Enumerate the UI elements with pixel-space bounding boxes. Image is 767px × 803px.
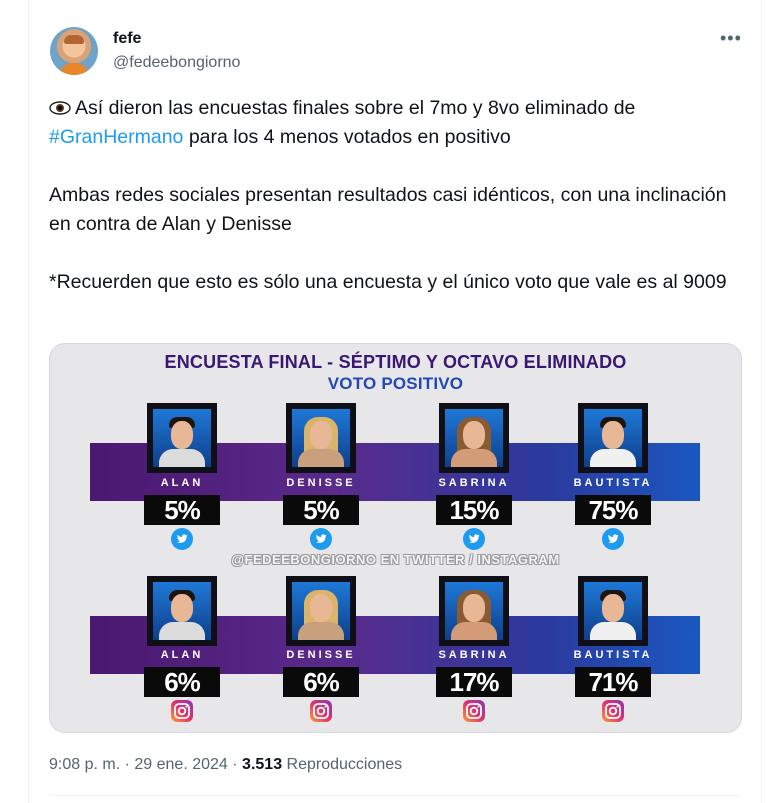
- frame-border-right: [761, 0, 762, 803]
- instagram-icon: [171, 700, 193, 722]
- vote-percentage: 6%: [144, 667, 220, 697]
- tweet-para1-suffix: para los 4 menos votados en positivo: [188, 126, 511, 148]
- divider: [49, 795, 739, 796]
- image-title: ENCUESTA FINAL - SÉPTIMO Y OCTAVO ELIMIN…: [164, 352, 627, 372]
- twitter-icon: [602, 528, 624, 550]
- vote-percentage: 6%: [283, 667, 359, 697]
- vote-percentage: 15%: [436, 495, 512, 525]
- tweet-para1-prefix: Así dieron las encuestas finales sobre e…: [75, 97, 636, 119]
- tweet-media-image[interactable]: ENCUESTA FINAL - SÉPTIMO Y OCTAVO ELIMIN…: [49, 343, 742, 733]
- author-handle[interactable]: @fedeebongiorno: [113, 54, 241, 71]
- contestant-photo-sabrina: [439, 403, 509, 473]
- tweet-paragraph-3: *Recuerden que esto es sólo una encuesta…: [49, 271, 727, 293]
- contestant-photo-bautista: [578, 403, 648, 473]
- contestant-photo-bautista: [578, 576, 648, 646]
- vote-percentage: 5%: [283, 495, 359, 525]
- vote-percentage: 71%: [575, 667, 651, 697]
- contestant-photo-denisse: [286, 576, 356, 646]
- twitter-icon: [171, 528, 193, 550]
- contestant-name: DENISSE: [286, 649, 356, 661]
- views-label: Reproducciones: [286, 756, 403, 773]
- frame-border-left: [28, 0, 29, 803]
- tweet-paragraph-2: Ambas redes sociales presentan resultado…: [49, 184, 727, 235]
- twitter-icon: [310, 528, 332, 550]
- separator-dot: ·: [124, 756, 130, 773]
- instagram-icon: [463, 700, 485, 722]
- more-horizontal-icon[interactable]: •••: [720, 28, 742, 48]
- vote-percentage: 75%: [575, 495, 651, 525]
- avatar-shirt: [60, 63, 88, 75]
- contestant-name: BAUTISTA: [573, 477, 653, 489]
- contestant-name: DENISSE: [286, 477, 356, 489]
- twitter-icon: [463, 528, 485, 550]
- contestant-name: ALAN: [160, 477, 204, 489]
- separator-dot: ·: [232, 756, 238, 773]
- contestant-photo-alan: [147, 403, 217, 473]
- tweet-paragraph-1: Así dieron las encuestas finales sobre e…: [49, 94, 739, 152]
- eye-icon: [49, 101, 71, 115]
- contestant-name: SABRINA: [438, 477, 510, 489]
- hashtag-link[interactable]: #GranHermano: [49, 126, 184, 148]
- instagram-icon: [602, 700, 624, 722]
- image-subtitle: VOTO POSITIVO: [327, 374, 464, 393]
- tweet-date[interactable]: 29 ene. 2024: [134, 756, 228, 773]
- author-name[interactable]: fefe: [113, 30, 142, 47]
- contestant-name: ALAN: [160, 649, 204, 661]
- tweet-text: Así dieron las encuestas finales sobre e…: [49, 94, 739, 297]
- vote-percentage: 17%: [436, 667, 512, 697]
- contestant-name: SABRINA: [438, 649, 510, 661]
- contestant-photo-alan: [147, 576, 217, 646]
- contestant-photo-sabrina: [439, 576, 509, 646]
- views-count: 3.513: [242, 756, 283, 773]
- instagram-icon: [310, 700, 332, 722]
- avatar-hair: [64, 35, 84, 44]
- contestant-photo-denisse: [286, 403, 356, 473]
- avatar[interactable]: [50, 27, 98, 75]
- contestant-name: BAUTISTA: [573, 649, 653, 661]
- tweet-time[interactable]: 9:08 p. m.: [49, 756, 121, 773]
- vote-percentage: 5%: [144, 495, 220, 525]
- image-watermark: @FEDEEBONGIORNO EN TWITTER / INSTAGRAM: [231, 552, 560, 567]
- tweet-meta: 9:08 p. m. · 29 ene. 2024 · 3.513 Reprod…: [49, 756, 402, 774]
